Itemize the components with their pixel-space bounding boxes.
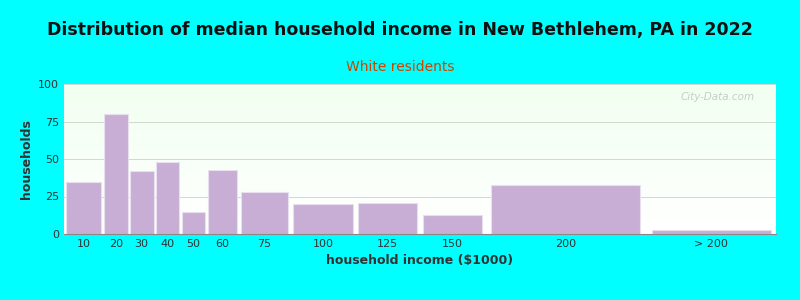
Bar [64, 161, 776, 163]
Bar [64, 144, 776, 146]
Bar [64, 215, 776, 217]
Bar [64, 195, 776, 197]
Bar [64, 140, 776, 142]
Bar [64, 86, 776, 88]
Bar [64, 174, 776, 176]
Bar [64, 92, 776, 93]
Bar [293, 204, 353, 234]
Bar [64, 170, 776, 172]
Bar [64, 135, 776, 137]
Bar [208, 169, 238, 234]
Text: White residents: White residents [346, 60, 454, 74]
Bar [652, 230, 771, 234]
Bar [64, 153, 776, 155]
Bar [64, 185, 776, 187]
Bar [64, 120, 776, 122]
Bar [64, 221, 776, 223]
Bar [64, 208, 776, 210]
Bar [64, 225, 776, 226]
Y-axis label: households: households [19, 119, 33, 199]
Bar [64, 97, 776, 99]
Bar [64, 155, 776, 157]
Bar [64, 200, 776, 202]
Bar [64, 198, 776, 200]
Bar [64, 196, 776, 198]
Bar [64, 230, 776, 232]
Bar [64, 101, 776, 103]
Bar [64, 159, 776, 161]
Bar [64, 217, 776, 219]
Bar [491, 184, 640, 234]
Bar [64, 228, 776, 230]
Bar [64, 152, 776, 153]
Bar [130, 171, 154, 234]
Bar [64, 133, 776, 135]
Bar [64, 150, 776, 152]
Bar [64, 165, 776, 167]
Bar [64, 127, 776, 129]
Bar [64, 176, 776, 178]
Bar [64, 146, 776, 148]
Bar [64, 226, 776, 228]
Bar [64, 223, 776, 225]
Text: Distribution of median household income in New Bethlehem, PA in 2022: Distribution of median household income … [47, 21, 753, 39]
Bar [64, 148, 776, 150]
Bar [64, 204, 776, 206]
X-axis label: household income ($1000): household income ($1000) [326, 254, 514, 267]
Bar [156, 162, 179, 234]
Text: City-Data.com: City-Data.com [681, 92, 754, 101]
Bar [64, 178, 776, 180]
Bar [64, 180, 776, 182]
Bar [64, 122, 776, 123]
Bar [422, 214, 482, 234]
Bar [64, 114, 776, 116]
Bar [64, 123, 776, 125]
Bar [64, 210, 776, 212]
Bar [64, 125, 776, 127]
Bar [64, 106, 776, 108]
Bar [358, 202, 418, 234]
Bar [64, 191, 776, 193]
Bar [64, 202, 776, 204]
Bar [64, 105, 776, 106]
Bar [64, 95, 776, 97]
Bar [64, 219, 776, 221]
Bar [64, 168, 776, 170]
Bar [64, 182, 776, 183]
Bar [64, 131, 776, 133]
Bar [182, 212, 206, 234]
Bar [64, 163, 776, 165]
Bar [64, 206, 776, 208]
Bar [64, 88, 776, 90]
Bar [64, 213, 776, 215]
Bar [64, 90, 776, 92]
Bar [64, 142, 776, 144]
Bar [64, 112, 776, 114]
Bar [64, 232, 776, 234]
Bar [64, 136, 776, 138]
Bar [64, 189, 776, 191]
Bar [64, 212, 776, 213]
Bar [64, 118, 776, 120]
Bar [241, 192, 289, 234]
Bar [64, 193, 776, 195]
Bar [104, 114, 128, 234]
Bar [64, 172, 776, 174]
Bar [64, 93, 776, 95]
Bar [64, 167, 776, 168]
Bar [64, 108, 776, 110]
Bar [64, 157, 776, 159]
Bar [64, 103, 776, 105]
Bar [64, 84, 776, 86]
Bar [64, 116, 776, 118]
Bar [64, 187, 776, 189]
Bar [64, 183, 776, 185]
Bar [66, 182, 102, 234]
Bar [64, 99, 776, 101]
Bar [64, 138, 776, 140]
Bar [64, 110, 776, 112]
Bar [64, 129, 776, 131]
